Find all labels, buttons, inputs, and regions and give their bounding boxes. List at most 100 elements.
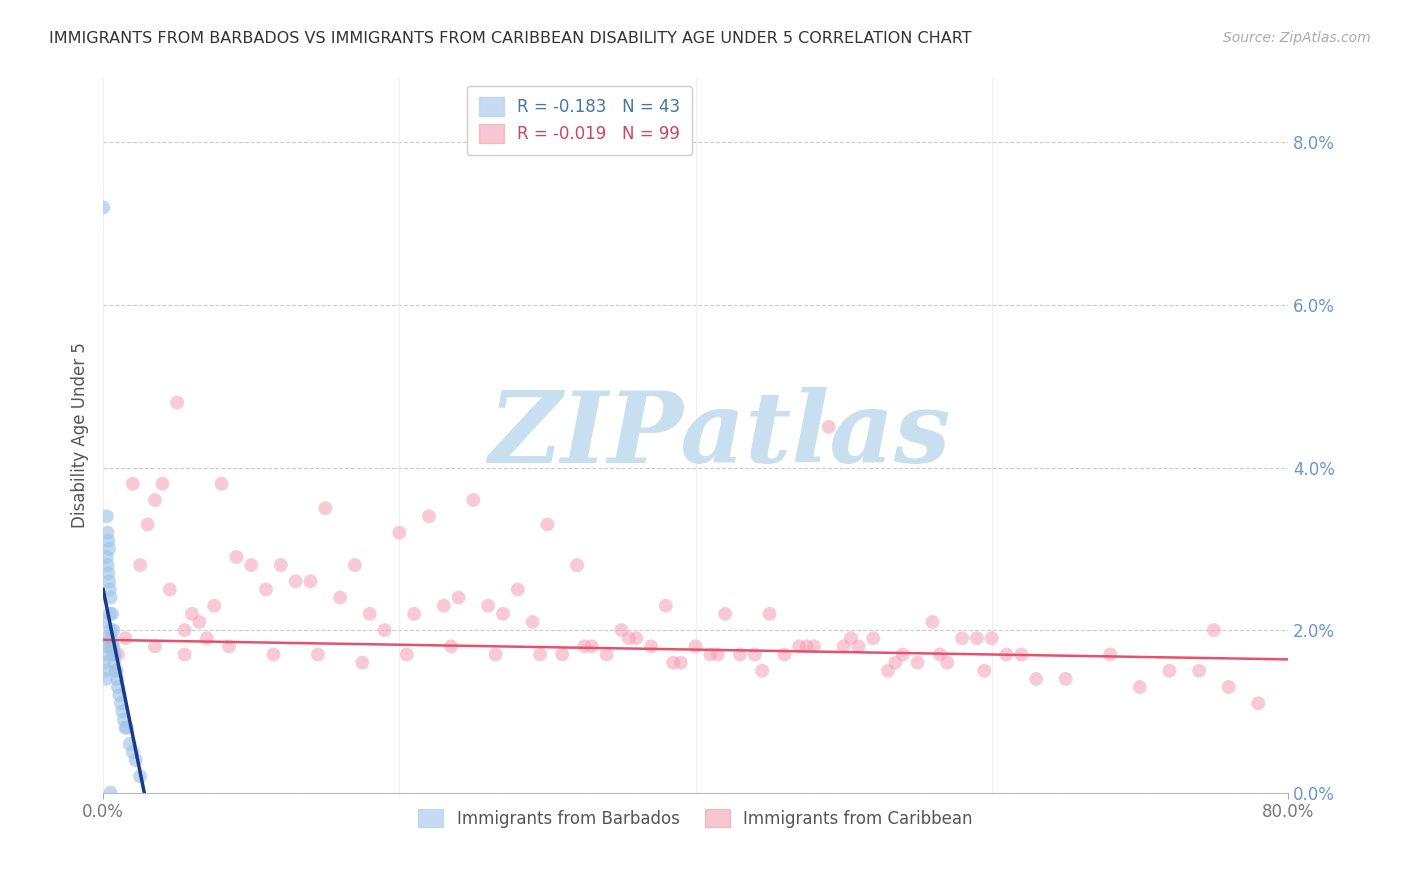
Point [433,599,456,613]
Point [118,737,141,751]
Point [103,623,125,637]
Point [522,615,544,629]
Point [240,558,263,573]
Point [388,525,411,540]
Point [125,753,148,767]
Point [1247,696,1270,710]
Point [93,648,115,662]
Point [98,607,121,621]
Point [181,607,204,621]
Point [565,558,588,573]
Point [928,648,950,662]
Point [995,648,1018,662]
Point [284,574,307,589]
Point [418,509,440,524]
Point [796,640,818,654]
Point [404,607,426,621]
Point [143,493,166,508]
Point [610,623,633,637]
Point [447,591,470,605]
Point [114,632,136,646]
Point [950,632,973,646]
Point [225,549,247,564]
Point [202,599,225,613]
Point [1054,672,1077,686]
Point [980,632,1002,646]
Point [104,648,127,662]
Point [94,664,117,678]
Point [581,640,603,654]
Point [492,607,515,621]
Point [107,680,129,694]
Point [97,525,120,540]
Point [103,656,125,670]
Point [655,599,678,613]
Point [101,607,124,621]
Point [114,721,136,735]
Point [96,509,118,524]
Legend: Immigrants from Barbados, Immigrants from Caribbean: Immigrants from Barbados, Immigrants fro… [412,803,979,834]
Text: IMMIGRANTS FROM BARBADOS VS IMMIGRANTS FROM CARIBBEAN DISABILITY AGE UNDER 5 COR: IMMIGRANTS FROM BARBADOS VS IMMIGRANTS F… [49,31,972,46]
Point [1010,648,1032,662]
Point [921,615,943,629]
Point [936,656,959,670]
Point [617,632,640,646]
Point [159,582,181,597]
Point [100,786,122,800]
Point [97,566,120,581]
Point [329,591,352,605]
Point [440,640,463,654]
Point [884,656,907,670]
Point [891,648,914,662]
Point [262,648,284,662]
Point [105,664,128,678]
Point [862,632,884,646]
Point [1099,648,1122,662]
Point [136,517,159,532]
Point [107,648,129,662]
Point [343,558,366,573]
Point [97,558,120,573]
Point [352,656,374,670]
Point [848,640,870,654]
Point [744,648,766,662]
Point [529,648,551,662]
Point [728,648,751,662]
Point [477,599,499,613]
Point [551,648,574,662]
Point [973,664,995,678]
Point [699,648,721,662]
Point [94,672,117,686]
Point [270,558,292,573]
Point [94,640,117,654]
Point [211,476,233,491]
Point [129,769,152,783]
Point [254,582,277,597]
Point [463,493,485,508]
Point [595,648,617,662]
Point [94,632,117,646]
Point [877,664,900,678]
Point [218,640,240,654]
Point [773,648,796,662]
Point [98,541,121,556]
Point [1025,672,1047,686]
Point [640,640,662,654]
Point [373,623,395,637]
Point [100,632,122,646]
Point [506,582,529,597]
Point [626,632,648,646]
Point [112,713,135,727]
Point [195,632,218,646]
Point [103,640,125,654]
Point [100,591,122,605]
Point [484,648,506,662]
Point [907,656,929,670]
Point [395,648,418,662]
Point [97,533,120,548]
Point [108,688,131,702]
Point [166,395,188,409]
Point [359,607,381,621]
Y-axis label: Disability Age Under 5: Disability Age Under 5 [72,343,89,528]
Point [105,672,128,686]
